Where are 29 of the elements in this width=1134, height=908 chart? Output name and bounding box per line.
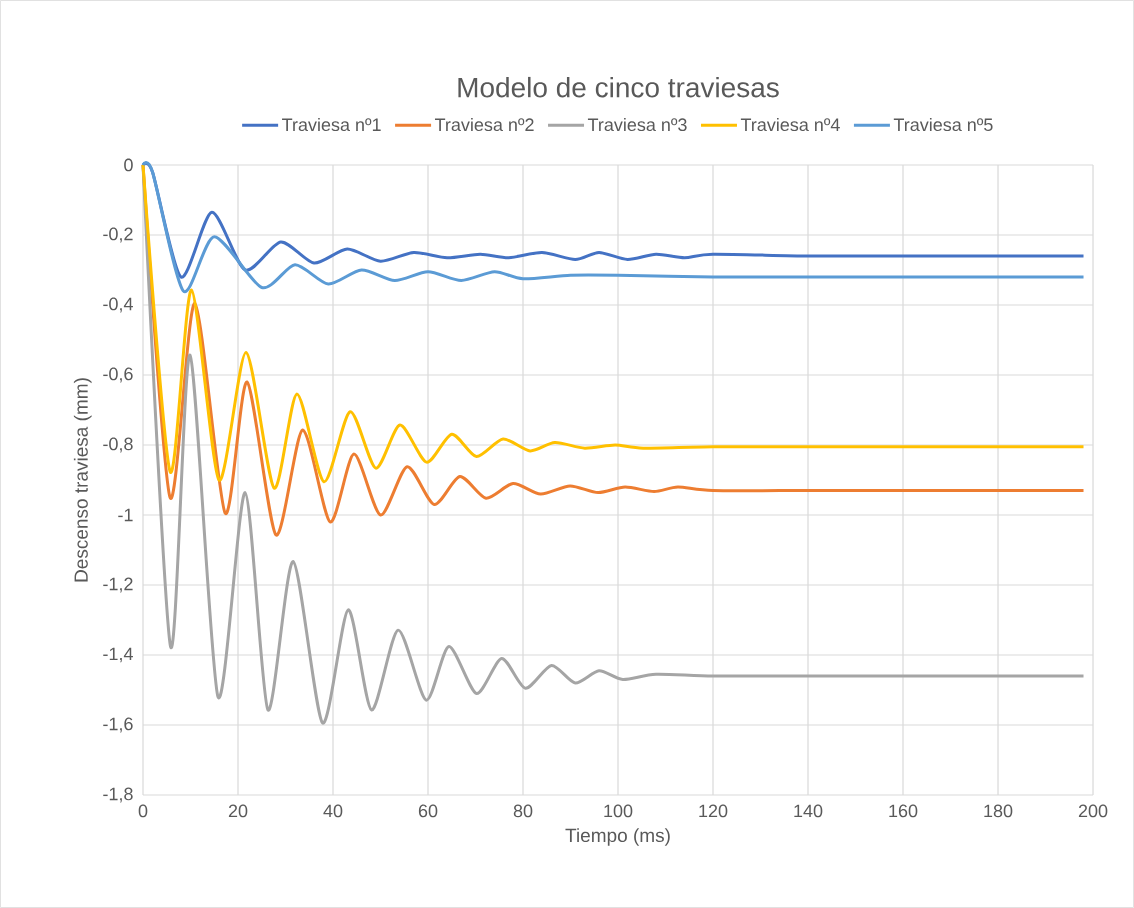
legend-label: Traviesa nº1 bbox=[282, 117, 381, 132]
x-tick-label: 200 bbox=[1078, 804, 1108, 818]
legend-label: Traviesa nº2 bbox=[434, 117, 534, 132]
x-tick-label: 120 bbox=[699, 804, 728, 818]
legend-label: Traviesa nº3 bbox=[587, 117, 687, 132]
y-tick-label: -1 bbox=[118, 508, 133, 522]
x-tick-label: 0 bbox=[138, 804, 148, 818]
x-tick-label: 60 bbox=[418, 804, 438, 818]
legend-label: Traviesa nº5 bbox=[893, 117, 993, 132]
y-tick-label: 0 bbox=[124, 158, 133, 172]
legend-label: Traviesa nº4 bbox=[740, 117, 840, 132]
y-tick-label: -1,4 bbox=[103, 647, 133, 663]
chart-title: Modelo de cinco traviesas bbox=[458, 76, 779, 98]
y-tick-label: -1,2 bbox=[103, 577, 133, 593]
y-tick-label: -0,4 bbox=[103, 297, 133, 313]
x-tick-label: 80 bbox=[513, 804, 533, 818]
y-tick-label: -1,6 bbox=[103, 717, 133, 733]
y-axis-title: Descenso traviesa (mm) bbox=[73, 378, 92, 582]
y-tick-label: -0,2 bbox=[103, 227, 133, 243]
y-tick-label: -0,8 bbox=[103, 437, 133, 453]
y-tick-label: -1,8 bbox=[103, 787, 133, 803]
x-tick-label: 20 bbox=[228, 804, 248, 818]
x-tick-label: 100 bbox=[604, 804, 633, 818]
x-axis-title: Tiempo (ms) bbox=[565, 828, 670, 846]
x-tick-label: 40 bbox=[323, 804, 343, 818]
x-tick-label: 140 bbox=[794, 804, 823, 818]
x-tick-label: 160 bbox=[889, 804, 918, 818]
y-tick-label: -0,6 bbox=[103, 367, 133, 383]
x-tick-label: 180 bbox=[984, 804, 1013, 818]
